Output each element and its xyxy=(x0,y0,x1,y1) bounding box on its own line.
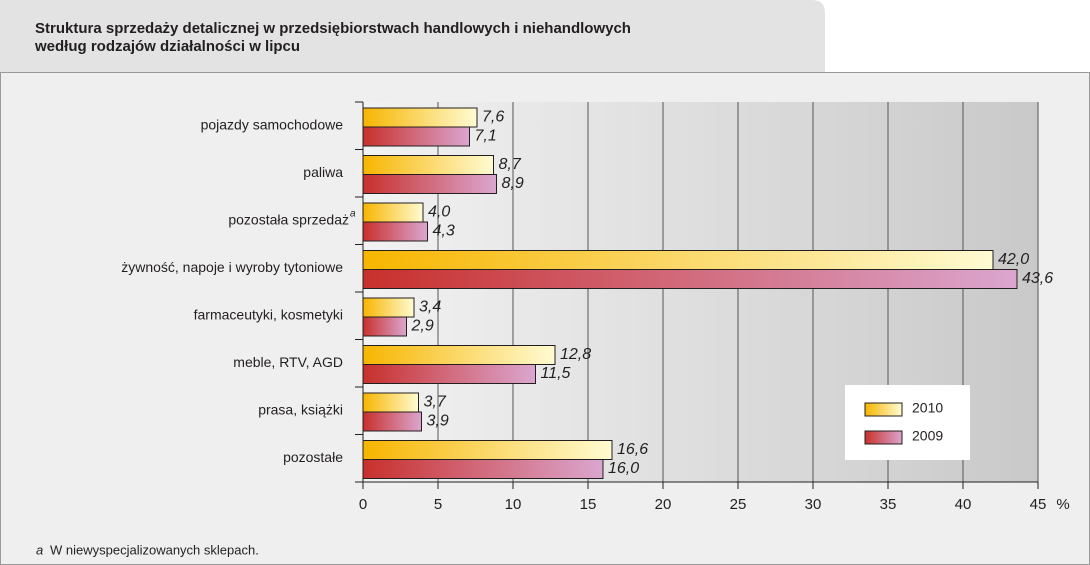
legend xyxy=(845,385,970,460)
y-tick-label: prasa, książki xyxy=(258,401,343,417)
value-label: 3,7 xyxy=(424,394,447,411)
chart-title: Struktura sprzedaży detalicznej w przeds… xyxy=(35,20,631,37)
value-label: 4,0 xyxy=(428,204,450,221)
bar xyxy=(362,174,497,194)
bar xyxy=(362,250,994,270)
x-tick-label: 10 xyxy=(505,496,522,513)
value-label: 16,0 xyxy=(608,460,639,477)
value-label: 4,3 xyxy=(433,223,455,240)
legend-swatch xyxy=(864,430,903,445)
x-tick-label: 45 xyxy=(1030,496,1047,513)
bar xyxy=(362,221,428,242)
bar xyxy=(362,297,415,318)
bar xyxy=(362,392,419,413)
value-label: 43,6 xyxy=(1022,270,1053,287)
y-tick-label: meble, RTV, AGD xyxy=(233,354,343,370)
title-tab xyxy=(0,0,825,72)
bar xyxy=(362,440,613,460)
bar xyxy=(362,155,494,175)
bar xyxy=(362,345,556,365)
value-label: 8,9 xyxy=(502,175,524,192)
x-unit: % xyxy=(1056,496,1069,513)
y-tick-label: farmaceutyki, kosmetyki xyxy=(194,306,343,322)
bar xyxy=(362,107,478,128)
x-tick-label: 30 xyxy=(805,496,822,513)
value-label: 42,0 xyxy=(998,251,1029,268)
x-tick-label: 40 xyxy=(955,496,972,513)
footnote: W niewyspecjalizowanych sklepach. xyxy=(50,542,259,557)
x-tick-label: 15 xyxy=(580,496,597,513)
x-tick-label: 20 xyxy=(655,496,672,513)
y-tick-label: żywność, napoje i wyroby tytoniowe xyxy=(121,259,343,275)
bar xyxy=(362,364,536,384)
legend-label: 2009 xyxy=(912,428,943,444)
chart-title: według rodzajów działalności w lipcu xyxy=(34,38,300,55)
bar xyxy=(362,126,470,147)
legend-swatch xyxy=(864,402,903,417)
bar xyxy=(362,202,424,223)
legend-label: 2010 xyxy=(912,400,943,416)
bar xyxy=(362,316,407,337)
y-tick-label: pojazdy samochodowe xyxy=(201,116,344,132)
category-mark: a xyxy=(350,208,356,219)
bar xyxy=(362,269,1018,289)
value-label: 7,1 xyxy=(475,128,497,145)
value-label: 16,6 xyxy=(617,441,648,458)
value-label: 7,6 xyxy=(482,109,504,126)
x-tick-label: 25 xyxy=(730,496,747,513)
bar xyxy=(362,459,604,479)
value-label: 3,9 xyxy=(427,413,449,430)
footnote-marker: a xyxy=(36,542,43,557)
value-label: 8,7 xyxy=(499,156,522,173)
value-label: 12,8 xyxy=(560,346,591,363)
value-label: 3,4 xyxy=(419,299,441,316)
value-label: 2,9 xyxy=(411,318,434,335)
y-tick-label: pozostała sprzedaż xyxy=(228,211,349,227)
x-tick-label: 35 xyxy=(880,496,897,513)
bar xyxy=(362,411,422,432)
x-tick-label: 0 xyxy=(359,496,367,513)
y-tick-label: paliwa xyxy=(303,164,343,180)
value-label: 11,5 xyxy=(541,365,571,382)
y-tick-label: pozostałe xyxy=(283,449,343,465)
x-tick-label: 5 xyxy=(434,496,442,513)
